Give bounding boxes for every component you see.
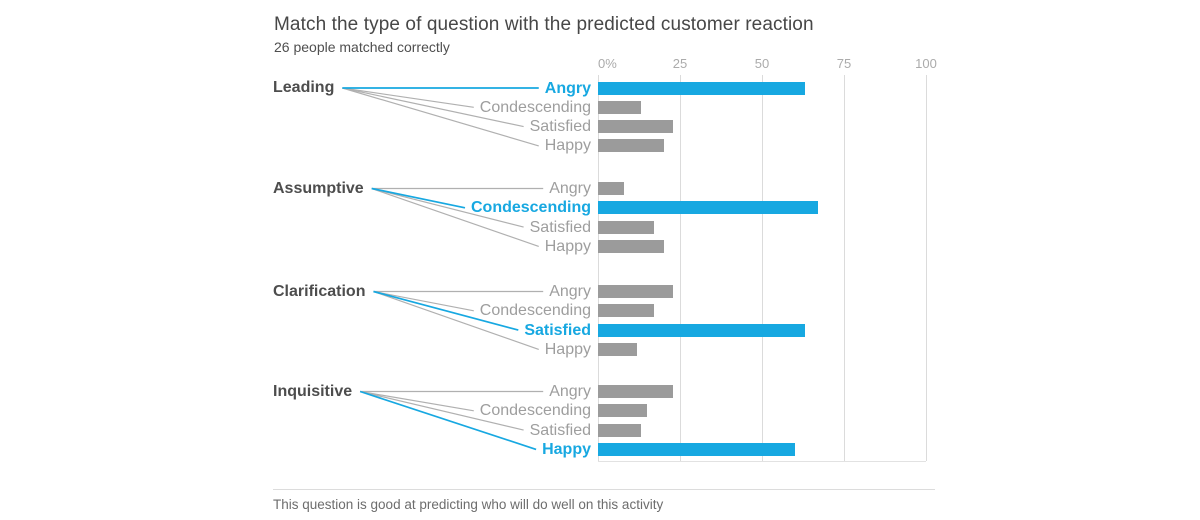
reaction-label-text: Satisfied (524, 321, 591, 339)
reaction-label-text: Happy (544, 237, 591, 255)
reaction-label-leading-satisfied: Satisfied (350, 116, 591, 137)
footer-note: This question is good at predicting who … (273, 497, 664, 512)
group-label-clarification: Clarification (273, 282, 366, 300)
bar-clarification-satisfied (598, 323, 805, 337)
chart-title: Match the type of question with the pred… (274, 14, 814, 35)
group-label-assumptive: Assumptive (273, 179, 364, 197)
axis-tick-label-50: 50 (754, 56, 770, 71)
reaction-label-text: Condescending (479, 98, 591, 116)
reaction-label-text: Happy (542, 440, 591, 458)
reaction-label-inquisitive-happy: Happy (350, 439, 591, 460)
reaction-label-assumptive-condescending: Condescending (350, 197, 591, 218)
reaction-label-leading-happy: Happy (350, 135, 591, 156)
bar-clarification-condescending (598, 304, 654, 318)
reaction-label-clarification-happy: Happy (350, 339, 591, 360)
axis-tick-label-100: 100 (915, 56, 937, 71)
reaction-label-text: Angry (544, 79, 591, 97)
reaction-label-text: Satisfied (529, 218, 591, 236)
bar-leading-condescending (598, 100, 641, 114)
gridline-0 (598, 75, 599, 461)
reaction-label-text: Satisfied (529, 421, 591, 439)
bar-leading-happy (598, 139, 664, 153)
bar-clarification-angry (598, 285, 674, 298)
bar-inquisitive-happy (598, 442, 795, 456)
reaction-label-assumptive-satisfied: Satisfied (350, 217, 591, 238)
footer-divider (273, 489, 935, 490)
reaction-label-assumptive-angry: Angry (350, 178, 591, 199)
reaction-label-clarification-condescending: Condescending (350, 300, 591, 321)
bar-assumptive-angry (598, 182, 625, 195)
bar-inquisitive-condescending (598, 404, 648, 418)
reaction-label-text: Happy (544, 340, 591, 358)
gridline-100 (926, 75, 927, 461)
group-label-inquisitive: Inquisitive (273, 382, 353, 400)
bar-assumptive-happy (598, 239, 664, 253)
reaction-label-inquisitive-satisfied: Satisfied (350, 420, 591, 441)
bar-inquisitive-angry (598, 385, 674, 398)
reaction-label-text: Condescending (479, 302, 591, 320)
reaction-label-text: Condescending (479, 402, 591, 420)
bar-assumptive-condescending (598, 201, 818, 215)
reaction-label-inquisitive-angry: Angry (350, 381, 591, 402)
reaction-label-text: Happy (544, 137, 591, 155)
reaction-label-text: Condescending (470, 199, 591, 217)
axis-baseline (598, 461, 926, 462)
bar-inquisitive-satisfied (598, 423, 641, 437)
reaction-label-leading-condescending: Condescending (350, 97, 591, 118)
reaction-label-leading-angry: Angry (350, 78, 591, 99)
reaction-label-text: Angry (549, 383, 591, 400)
reaction-label-assumptive-happy: Happy (350, 236, 591, 257)
reaction-label-inquisitive-condescending: Condescending (350, 400, 591, 421)
axis-tick-label-75: 75 (836, 56, 852, 71)
reaction-label-clarification-satisfied: Satisfied (350, 320, 591, 341)
axis-tick-label-0: 0% (598, 56, 617, 71)
reaction-label-clarification-angry: Angry (350, 281, 591, 302)
bar-leading-satisfied (598, 120, 674, 134)
bar-clarification-happy (598, 342, 638, 356)
reaction-label-text: Angry (549, 180, 591, 197)
axis-tick-label-25: 25 (672, 56, 688, 71)
gridline-75 (844, 75, 845, 461)
gridline-25 (680, 75, 681, 461)
reaction-label-text: Satisfied (529, 118, 591, 136)
chart-subtitle: 26 people matched correctly (274, 39, 450, 55)
gridline-50 (762, 75, 763, 461)
group-label-leading: Leading (273, 79, 335, 96)
bar-assumptive-satisfied (598, 220, 654, 234)
reaction-label-text: Angry (549, 283, 591, 300)
bar-leading-angry (598, 81, 805, 95)
